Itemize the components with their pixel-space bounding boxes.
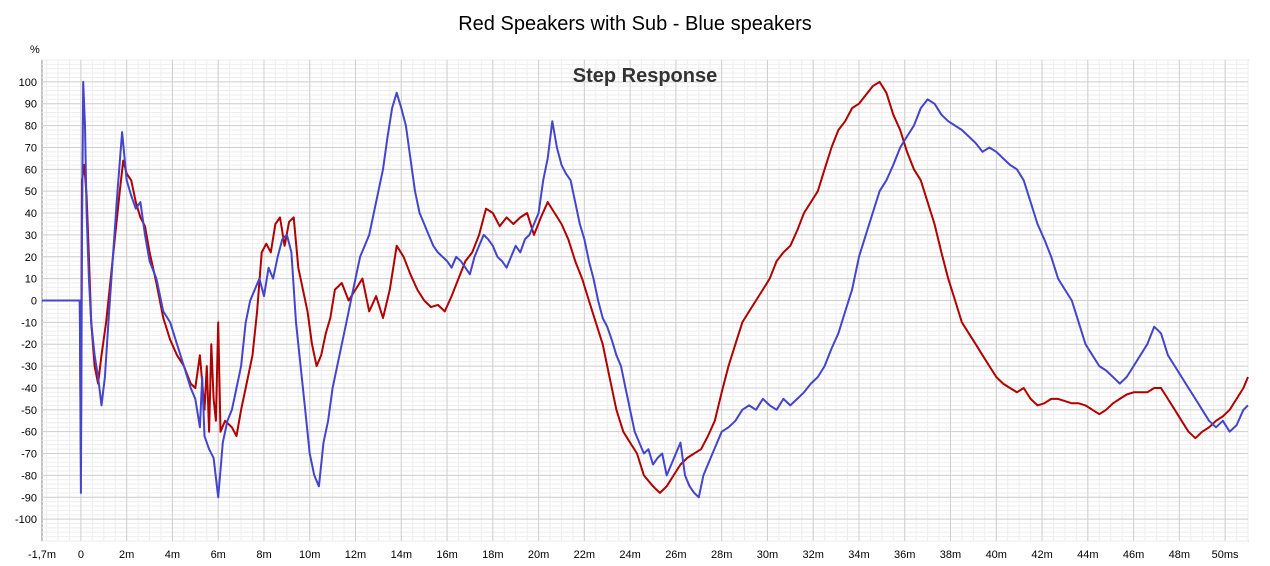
y-tick-label: 90 bbox=[25, 99, 37, 111]
y-tick-label: 80 bbox=[25, 121, 37, 133]
x-tick-label: 48m bbox=[1169, 549, 1190, 561]
y-tick-label: -30 bbox=[21, 361, 37, 373]
y-tick-label: -20 bbox=[21, 339, 37, 351]
x-tick-label: 4m bbox=[165, 549, 180, 561]
x-tick-label: 0 bbox=[78, 549, 84, 561]
y-tick-label: 100 bbox=[19, 77, 37, 89]
x-tick-label: 30m bbox=[757, 549, 778, 561]
x-tick-label: 20m bbox=[528, 549, 549, 561]
chart-subtitle: Step Response bbox=[573, 65, 717, 87]
x-tick-label: 8m bbox=[256, 549, 271, 561]
x-tick-label: 2m bbox=[119, 549, 134, 561]
x-tick-label: 22m bbox=[574, 549, 595, 561]
x-tick-label: 38m bbox=[940, 549, 961, 561]
x-tick-label: 24m bbox=[619, 549, 640, 561]
x-tick-label: 10m bbox=[299, 549, 320, 561]
x-tick-label: 12m bbox=[345, 549, 366, 561]
major-grid bbox=[42, 60, 1248, 541]
x-tick-label: 32m bbox=[802, 549, 823, 561]
y-tick-label: 0 bbox=[31, 296, 37, 308]
blue-series-line bbox=[42, 80, 1249, 499]
x-tick-label: -1,7m bbox=[28, 549, 56, 561]
y-tick-label: -10 bbox=[21, 317, 37, 329]
y-axis-unit-label: % bbox=[30, 44, 40, 56]
x-tick-label: 36m bbox=[894, 549, 915, 561]
x-tick-label: 18m bbox=[482, 549, 503, 561]
y-tick-label: -60 bbox=[21, 427, 37, 439]
x-tick-label: 26m bbox=[665, 549, 686, 561]
x-tick-label: 14m bbox=[391, 549, 412, 561]
x-tick-label: 44m bbox=[1077, 549, 1098, 561]
y-axis-ticks: 1009080706050403020100-10-20-30-40-50-60… bbox=[15, 77, 37, 526]
y-tick-label: 40 bbox=[25, 208, 37, 220]
y-tick-label: -70 bbox=[21, 449, 37, 461]
x-axis-ticks: -1,7m 0 2m 4m 6m 8m 10m 12m 14m 16m 18m 20m 22m 24m 26… bbox=[28, 549, 1239, 561]
y-tick-label: 20 bbox=[25, 252, 37, 264]
y-tick-label: 60 bbox=[25, 164, 37, 176]
x-tick-label: 46m bbox=[1123, 549, 1144, 561]
x-tick-label: 34m bbox=[848, 549, 869, 561]
x-tick-label: 16m bbox=[436, 549, 457, 561]
x-tick-label: 42m bbox=[1031, 549, 1052, 561]
y-tick-label: -80 bbox=[21, 470, 37, 482]
y-tick-label: 30 bbox=[25, 230, 37, 242]
y-tick-label: -100 bbox=[15, 514, 37, 526]
x-tick-label: 40m bbox=[986, 549, 1007, 561]
series-lines bbox=[42, 80, 1249, 499]
y-tick-label: 10 bbox=[25, 274, 37, 286]
x-tick-label: 6m bbox=[211, 549, 226, 561]
y-tick-label: -90 bbox=[21, 492, 37, 504]
red-series-line bbox=[42, 80, 1249, 494]
y-tick-label: -40 bbox=[21, 383, 37, 395]
x-tick-label: 28m bbox=[711, 549, 732, 561]
y-tick-label: 50 bbox=[25, 186, 37, 198]
y-tick-label: -50 bbox=[21, 405, 37, 417]
x-tick-label: 50ms bbox=[1212, 549, 1239, 561]
chart-title: Red Speakers with Sub - Blue speakers bbox=[458, 13, 812, 35]
y-tick-label: 70 bbox=[25, 142, 37, 154]
